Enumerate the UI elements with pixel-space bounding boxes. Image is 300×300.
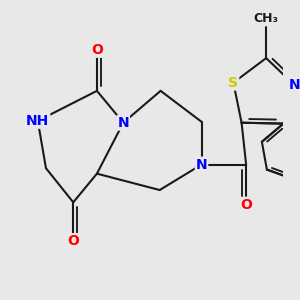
Text: O: O xyxy=(240,198,252,212)
Text: N: N xyxy=(196,158,207,172)
Text: S: S xyxy=(228,76,239,90)
Text: N: N xyxy=(289,78,300,92)
Text: N: N xyxy=(118,116,129,130)
Text: O: O xyxy=(91,43,103,57)
Text: NH: NH xyxy=(26,114,50,128)
Text: CH₃: CH₃ xyxy=(254,13,279,26)
Text: O: O xyxy=(67,234,79,248)
